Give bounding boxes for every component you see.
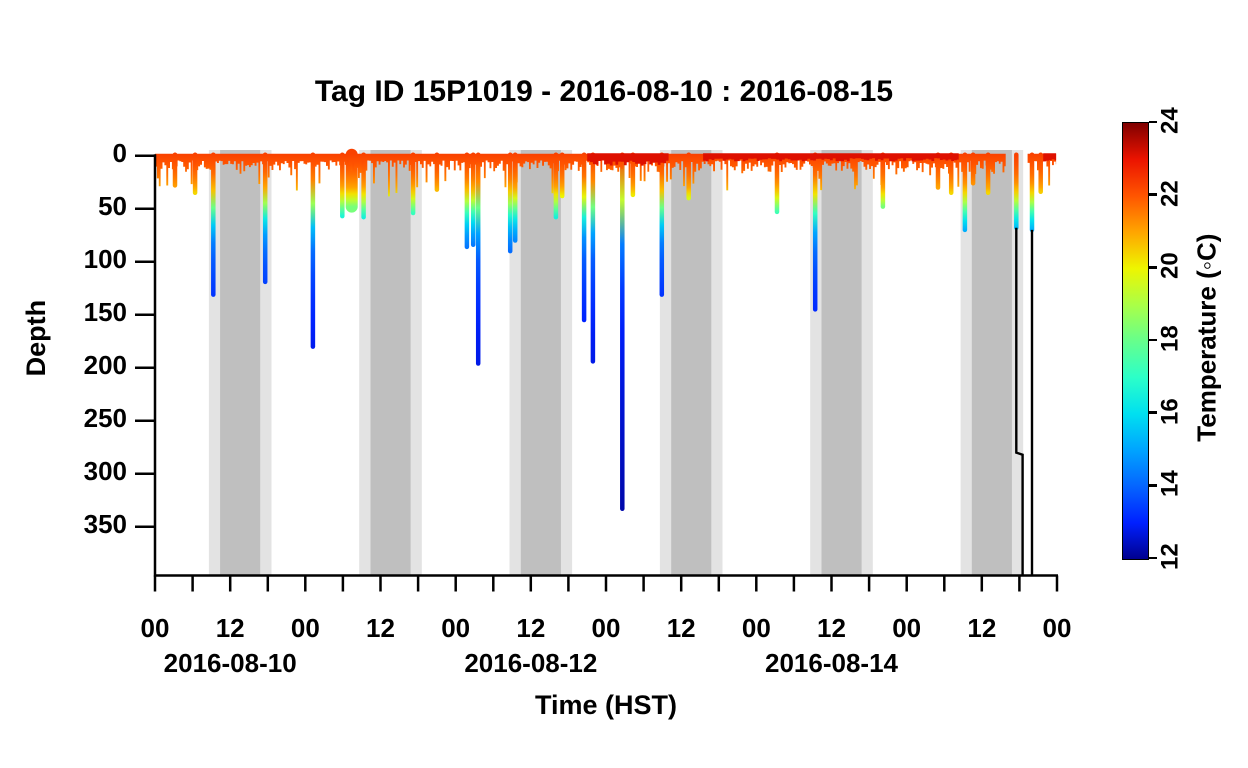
colorbar-tick-label: 14: [1156, 470, 1184, 498]
colorbar-title: Temperature (◦C): [1191, 233, 1222, 442]
x-tick-label: 00: [892, 613, 922, 643]
x-tick-label: 00: [741, 613, 771, 643]
colorbar-tick: [1149, 411, 1157, 414]
colorbar-gradient: [1122, 122, 1149, 560]
colorbar-tick: [1149, 338, 1157, 342]
x-tick-label: 12: [366, 613, 395, 643]
x-date-label: 2016-08-10: [163, 648, 297, 678]
colorbar-tick-label: 16: [1156, 397, 1184, 425]
colorbar-tick-label: 18: [1156, 325, 1184, 352]
colorbar-tick: [1149, 556, 1157, 560]
y-tick-label: 150: [83, 296, 127, 327]
colorbar-tick-label: 24: [1156, 107, 1184, 134]
x-axis-title: Time (HST): [534, 690, 677, 720]
colorbar-tick: [1149, 120, 1157, 124]
colorbar-tick: [1149, 266, 1157, 269]
colorbar-tick-label: 12: [1156, 543, 1184, 570]
y-tick-label: 350: [83, 508, 127, 539]
x-tick-label: 12: [817, 613, 846, 643]
x-tick-label: 12: [967, 613, 997, 643]
y-tick-label: 100: [83, 243, 127, 274]
x-tick-label: 00: [1042, 613, 1072, 643]
y-tick-label: 300: [83, 455, 127, 486]
x-tick-label: 00: [140, 613, 170, 643]
colorbar-tick-label: 20: [1156, 252, 1184, 280]
x-tick-label: 00: [290, 613, 320, 643]
chart-title: Tag ID 15P1019 - 2016-08-10 : 2016-08-15: [314, 75, 894, 108]
y-tick-label: 250: [83, 402, 127, 433]
x-tick-label: 12: [215, 613, 245, 643]
colorbar-tick: [1149, 484, 1157, 487]
x-date-label: 2016-08-14: [765, 648, 898, 678]
colorbar-tick-label: 22: [1156, 179, 1184, 207]
x-tick-label: 00: [591, 613, 621, 643]
y-tick-label: 0: [112, 137, 127, 168]
x-tick-label: 00: [441, 613, 471, 643]
y-tick-label: 50: [98, 190, 127, 221]
x-tick-label: 12: [666, 613, 696, 643]
x-date-label: 2016-08-12: [464, 648, 598, 678]
y-tick-label: 200: [83, 349, 127, 380]
colorbar-tick: [1149, 193, 1157, 196]
x-tick-label: 12: [516, 613, 546, 643]
